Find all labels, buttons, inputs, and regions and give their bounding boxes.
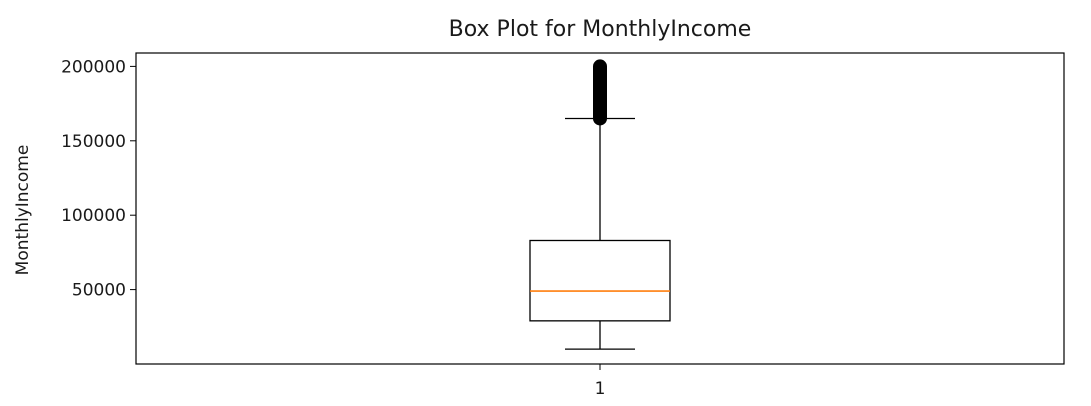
x-tick-label: 1 — [595, 379, 606, 399]
x-axis-ticks: 1 — [595, 364, 606, 399]
y-axis-ticks: 50000 100000 150000 200000 — [61, 57, 136, 301]
y-tick-label: 100000 — [61, 206, 126, 226]
y-tick-label: 200000 — [61, 57, 126, 77]
box-series — [529, 59, 671, 350]
box-group — [529, 59, 671, 350]
y-axis-label: MonthlyIncome — [13, 145, 33, 276]
iqr-box — [529, 239, 671, 322]
chart-title: Box Plot for MonthlyIncome — [449, 17, 752, 42]
y-tick-label: 50000 — [72, 281, 126, 301]
y-tick-label: 150000 — [61, 132, 126, 152]
